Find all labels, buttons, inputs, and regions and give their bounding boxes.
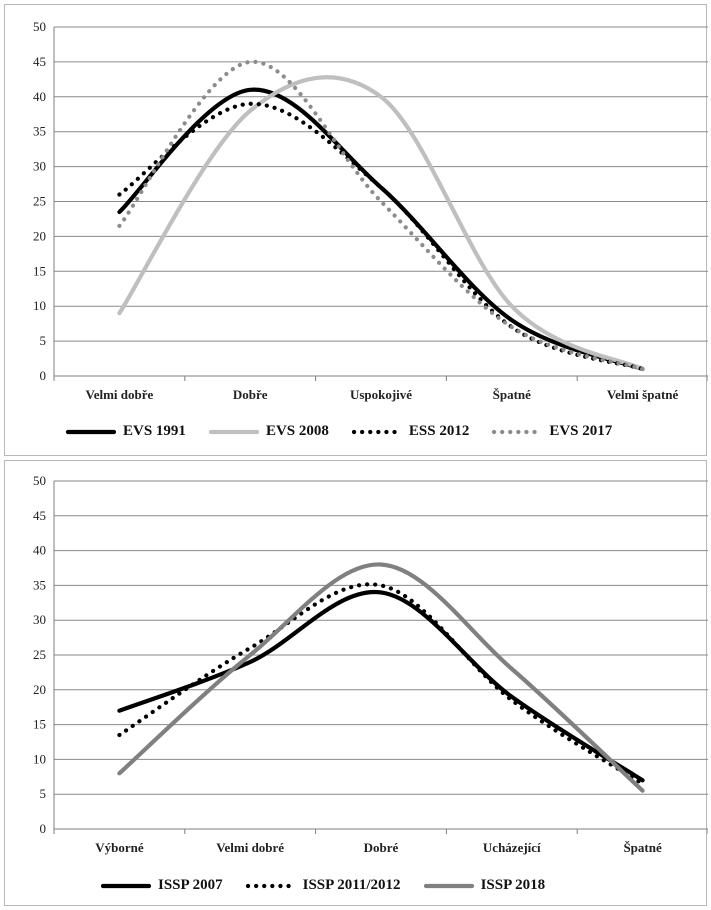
data-point [248, 88, 252, 92]
data-point [641, 367, 645, 371]
data-point [510, 304, 514, 308]
data-point [641, 782, 645, 786]
data-point [248, 102, 252, 106]
chart-panel-1: 0 5 10 15 20 25 30 35 40 45 50 Velmi dobře Dobře Uspo… [4, 4, 708, 456]
legend-1: EVS 1991 EVS 2008 ESS 2012 EVS 2017 [65, 423, 634, 440]
series-line-3 [117, 101, 645, 372]
legend-item: ISSP 2007 [100, 877, 223, 894]
line-chart-1: 0 5 10 15 20 25 30 35 40 45 50 Velmi dobře Dobře Uspo… [33, 19, 708, 402]
line-chart-2: 0 5 10 15 20 25 30 35 40 45 50 Výborné Velmi dobré Do… [33, 473, 708, 855]
legend-item: EVS 1991 [65, 423, 186, 440]
y-tick-label: 30 [33, 612, 46, 627]
data-point [117, 311, 121, 315]
y-tick-label: 35 [33, 124, 46, 139]
y-tick-label: 15 [33, 717, 46, 732]
data-point [641, 778, 645, 782]
x-tick-label: Špatné [493, 387, 532, 402]
data-point [248, 660, 252, 664]
legend-item: EVS 2017 [491, 423, 612, 440]
y-tick-label: 45 [33, 54, 46, 69]
data-point [379, 563, 383, 567]
chart-panel-2: 0 5 10 15 20 25 30 35 40 45 50 Výborné Velmi dobré Do… [4, 460, 708, 906]
data-point [510, 698, 514, 702]
data-point [248, 653, 252, 657]
data-point [510, 667, 514, 671]
data-point [641, 789, 645, 793]
legend-label: ISSP 2018 [480, 877, 546, 893]
legend-label: ISSP 2011/2012 [302, 877, 401, 893]
y-tick-label: 10 [33, 751, 46, 766]
y-tick-label: 40 [33, 543, 46, 558]
y-tick-label: 35 [33, 577, 46, 592]
y-tick-label: 50 [33, 19, 46, 34]
legend-label: EVS 1991 [123, 423, 186, 439]
data-point [379, 583, 383, 587]
x-tick-label: Špatné [623, 840, 662, 855]
data-point [379, 590, 383, 594]
data-point [117, 709, 121, 713]
x-tick-label: Uspokojivé [350, 387, 412, 402]
series-line-2 [117, 75, 645, 372]
y-tick-label: 15 [33, 263, 46, 278]
data-point [379, 200, 383, 204]
y-tick-label: 25 [33, 194, 46, 209]
series-line-4 [117, 59, 645, 372]
legend-swatch [492, 429, 543, 434]
x-tick-label: Dobré [364, 840, 399, 855]
series-line-2 [117, 582, 645, 786]
legend-item: ISSP 2011/2012 [245, 877, 401, 894]
series-line-1 [117, 590, 645, 783]
data-point [248, 60, 252, 64]
y-tick-label: 5 [40, 786, 47, 801]
legend-2: ISSP 2007 ISSP 2011/2012 ISSP 2018 [100, 877, 567, 894]
data-point [379, 186, 383, 190]
legend-swatch [100, 883, 152, 888]
x-tick-label: Velmi špatné [607, 387, 679, 402]
y-tick-label: 25 [33, 647, 46, 662]
legend-swatch [65, 429, 117, 434]
legend-swatch [208, 429, 260, 434]
data-point [117, 210, 121, 214]
legend-swatch [351, 429, 402, 434]
y-tick-label: 45 [33, 508, 46, 523]
legend-swatch [423, 883, 474, 888]
legend-item: ESS 2012 [351, 423, 469, 440]
x-tick-label: Velmi dobré [216, 840, 284, 855]
legend-swatch [245, 883, 296, 888]
data-point [510, 318, 514, 322]
legend-label: EVS 2008 [265, 423, 329, 439]
legend-label: ISSP 2007 [158, 877, 223, 893]
y-tick-label: 20 [33, 228, 46, 243]
y-tick-label: 20 [33, 682, 46, 697]
legend-item: EVS 2008 [208, 423, 329, 440]
legend-label: EVS 2017 [549, 423, 613, 439]
data-point [510, 325, 514, 329]
y-tick-label: 5 [40, 333, 47, 348]
legend-label: ESS 2012 [408, 423, 470, 439]
x-tick-label: Výborné [95, 840, 144, 855]
data-point [117, 193, 121, 197]
data-point [117, 771, 121, 775]
series-line-1 [117, 87, 645, 372]
y-tick-label: 0 [40, 821, 47, 836]
x-tick-label: Ucházející [483, 840, 541, 855]
data-point [117, 733, 121, 737]
y-tick-label: 30 [33, 159, 46, 174]
series-line-3 [117, 562, 645, 793]
y-tick-label: 10 [33, 298, 46, 313]
data-point [117, 224, 121, 228]
y-tick-label: 0 [40, 368, 47, 383]
x-tick-label: Velmi dobře [86, 387, 154, 402]
y-tick-label: 40 [33, 89, 46, 104]
data-point [248, 646, 252, 650]
x-tick-label: Dobře [233, 387, 268, 402]
legend-item: ISSP 2018 [423, 877, 546, 894]
data-point [248, 109, 252, 113]
data-point [379, 95, 383, 99]
y-tick-label: 50 [33, 473, 46, 488]
